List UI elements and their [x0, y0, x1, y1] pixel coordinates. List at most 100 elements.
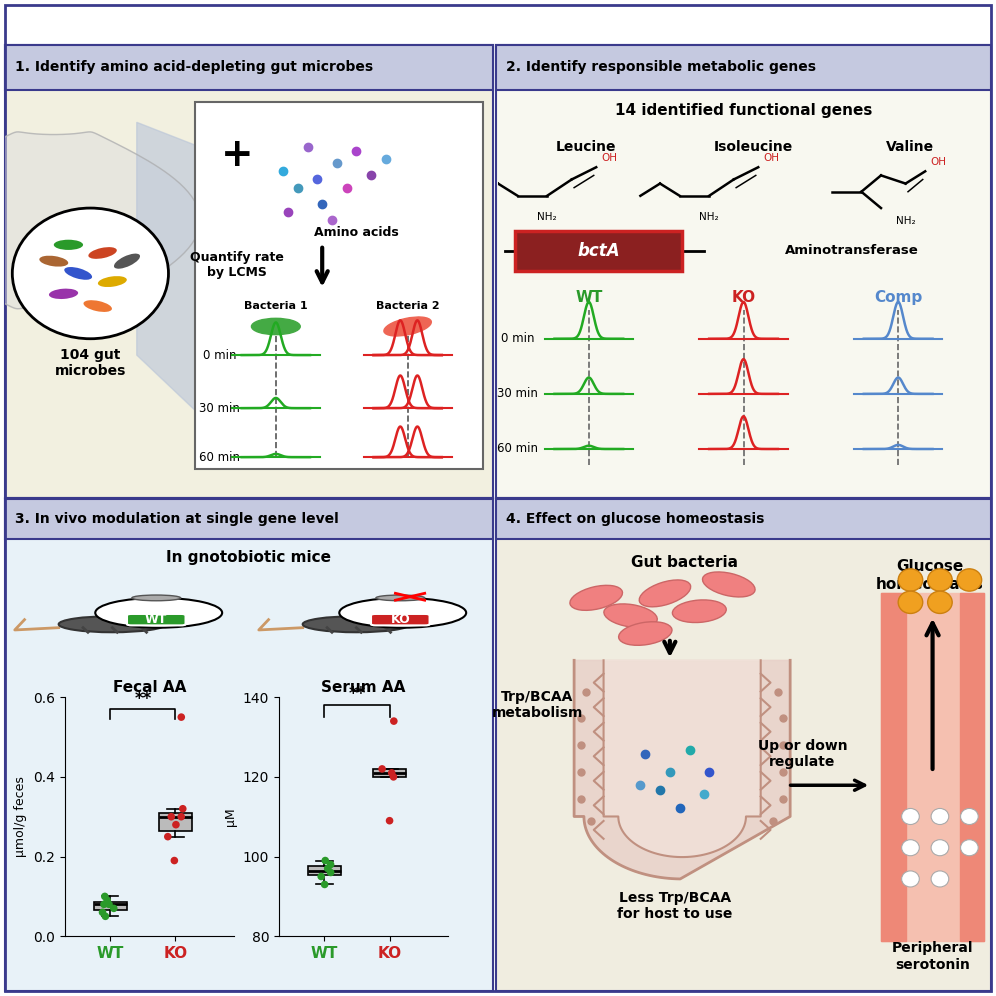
Text: Leucine: Leucine [556, 139, 617, 153]
Y-axis label: μmol/g feces: μmol/g feces [15, 776, 28, 858]
Text: 0 min: 0 min [203, 349, 236, 362]
Text: 14 identified functional genes: 14 identified functional genes [615, 103, 872, 118]
Ellipse shape [39, 256, 69, 267]
Circle shape [96, 598, 222, 627]
Point [323, 857, 339, 872]
Point [163, 809, 179, 825]
Bar [496, 498, 991, 991]
Text: KO: KO [390, 614, 410, 626]
Circle shape [927, 592, 952, 614]
Text: Peripheral
serotonin: Peripheral serotonin [891, 941, 973, 972]
Circle shape [340, 598, 466, 627]
Text: 60 min: 60 min [199, 450, 240, 464]
Text: 4. Effect on glucose homeostasis: 4. Effect on glucose homeostasis [506, 512, 764, 526]
Point [323, 865, 339, 880]
Title: Serum AA: Serum AA [322, 679, 405, 694]
Point [381, 813, 397, 829]
Ellipse shape [98, 276, 126, 287]
FancyBboxPatch shape [195, 102, 483, 469]
Text: Up or down
regulate: Up or down regulate [758, 739, 848, 769]
Bar [5, 499, 493, 539]
Circle shape [901, 809, 919, 825]
Text: Valine: Valine [886, 139, 934, 153]
Circle shape [957, 569, 982, 592]
Polygon shape [881, 594, 984, 941]
Circle shape [931, 871, 949, 887]
Text: Isoleucine: Isoleucine [714, 139, 793, 153]
Text: NH₂: NH₂ [699, 212, 719, 222]
Ellipse shape [375, 595, 424, 601]
Point [317, 876, 333, 892]
Text: NH₂: NH₂ [895, 216, 915, 226]
PathPatch shape [308, 866, 341, 875]
Circle shape [960, 809, 978, 825]
Ellipse shape [251, 319, 300, 335]
Text: WT: WT [145, 614, 167, 626]
Ellipse shape [151, 616, 200, 625]
Text: bctA: bctA [578, 242, 620, 260]
Text: WT: WT [575, 291, 603, 306]
Text: Glucose
homeostasis: Glucose homeostasis [876, 560, 984, 592]
Circle shape [898, 592, 922, 614]
Ellipse shape [639, 580, 690, 607]
PathPatch shape [159, 813, 191, 831]
Ellipse shape [65, 267, 92, 280]
Point [106, 900, 122, 916]
Circle shape [931, 809, 949, 825]
Text: OH: OH [763, 153, 779, 163]
Text: OH: OH [602, 153, 618, 163]
Text: 30 min: 30 min [497, 387, 538, 400]
Point [385, 713, 401, 729]
Circle shape [927, 569, 952, 592]
Polygon shape [604, 660, 761, 858]
Point [318, 853, 334, 869]
Point [168, 817, 184, 833]
Ellipse shape [84, 300, 112, 312]
Ellipse shape [180, 612, 200, 617]
Text: 0 min: 0 min [501, 333, 535, 346]
Text: Aminotransferase: Aminotransferase [785, 244, 918, 257]
Point [320, 861, 336, 876]
Polygon shape [136, 123, 210, 424]
Ellipse shape [395, 616, 444, 625]
PathPatch shape [94, 902, 126, 910]
Point [313, 869, 329, 884]
FancyBboxPatch shape [515, 230, 682, 271]
Title: Fecal AA: Fecal AA [113, 679, 186, 694]
FancyBboxPatch shape [127, 614, 185, 625]
Text: Amino acids: Amino acids [314, 226, 398, 239]
Polygon shape [959, 594, 984, 941]
Y-axis label: μM: μM [224, 808, 237, 826]
Circle shape [960, 840, 978, 856]
Bar [5, 45, 493, 498]
Point [95, 904, 111, 920]
Text: 104 gut
microbes: 104 gut microbes [55, 349, 126, 378]
Bar [496, 45, 991, 90]
Ellipse shape [702, 572, 755, 597]
Ellipse shape [59, 617, 166, 632]
Circle shape [931, 840, 949, 856]
Ellipse shape [131, 595, 180, 601]
Point [97, 888, 113, 904]
Point [101, 896, 117, 912]
Ellipse shape [303, 617, 410, 632]
Ellipse shape [89, 247, 117, 259]
Polygon shape [881, 594, 905, 941]
Text: 1. Identify amino acid-depleting gut microbes: 1. Identify amino acid-depleting gut mic… [15, 60, 374, 75]
Point [166, 853, 182, 869]
Ellipse shape [49, 289, 78, 299]
Point [159, 829, 175, 845]
Ellipse shape [114, 254, 140, 269]
Polygon shape [574, 660, 790, 878]
Bar [5, 498, 493, 991]
Text: Less Trp/BCAA
for host to use: Less Trp/BCAA for host to use [618, 890, 732, 921]
Point [173, 709, 189, 725]
Text: Comp: Comp [874, 291, 922, 306]
Ellipse shape [424, 612, 444, 617]
Text: **: ** [349, 685, 366, 703]
Circle shape [898, 569, 922, 592]
Ellipse shape [570, 586, 622, 611]
Ellipse shape [604, 604, 657, 627]
Ellipse shape [54, 240, 83, 250]
Text: Quantify rate
by LCMS: Quantify rate by LCMS [190, 251, 284, 279]
